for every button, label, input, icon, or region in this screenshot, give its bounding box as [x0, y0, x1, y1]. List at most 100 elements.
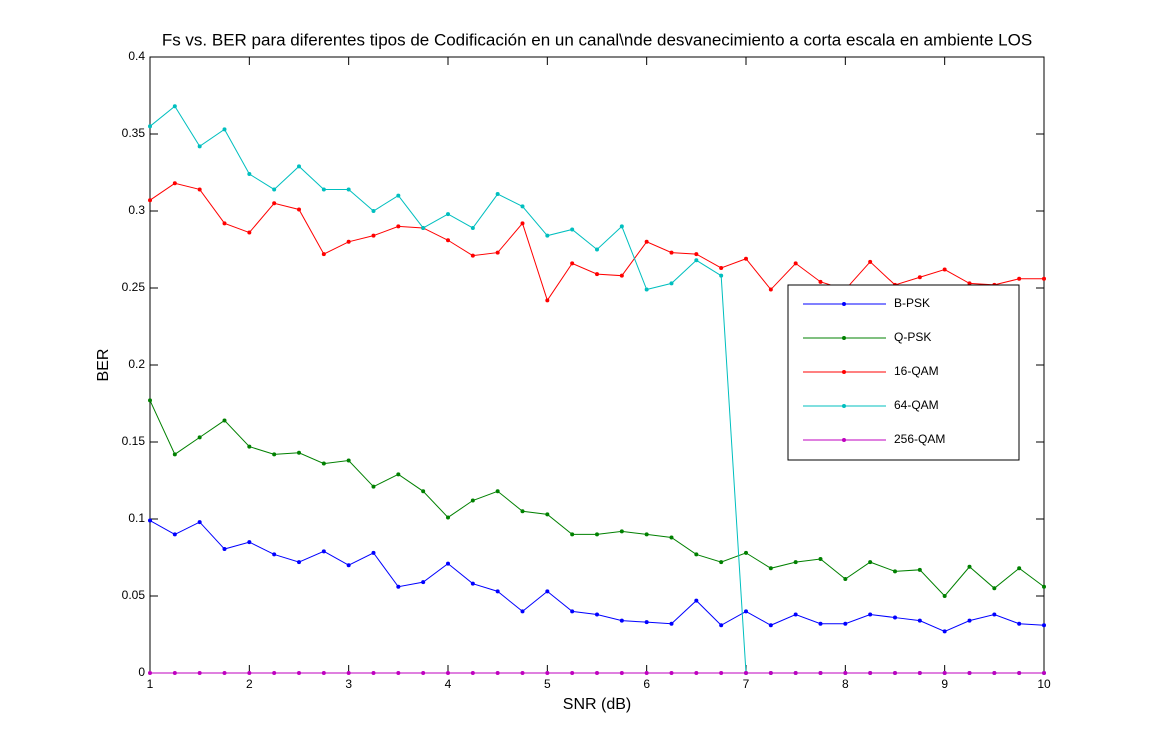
marker — [421, 671, 426, 675]
marker — [843, 577, 848, 582]
x-axis-label: SNR (dB) — [563, 696, 631, 713]
marker — [321, 671, 326, 675]
marker — [744, 671, 748, 675]
x-tick-label: 4 — [445, 677, 452, 691]
marker — [446, 515, 450, 520]
marker — [247, 671, 252, 675]
marker — [744, 256, 748, 261]
marker — [917, 618, 922, 623]
marker — [148, 518, 152, 523]
marker — [396, 472, 401, 477]
marker — [644, 287, 649, 292]
marker — [470, 253, 475, 258]
marker — [446, 238, 450, 243]
x-tick-label: 9 — [941, 677, 948, 691]
marker — [893, 671, 897, 675]
marker — [868, 612, 873, 617]
marker — [570, 227, 575, 232]
marker — [942, 671, 947, 675]
marker — [967, 281, 972, 286]
marker — [421, 580, 426, 585]
legend-label: 256-QAM — [894, 432, 945, 446]
marker — [371, 209, 376, 213]
marker — [619, 529, 624, 534]
marker — [247, 540, 252, 545]
marker — [421, 225, 426, 230]
marker — [172, 671, 177, 675]
marker — [446, 212, 450, 217]
marker — [247, 230, 252, 235]
marker — [644, 532, 649, 537]
marker — [793, 261, 798, 266]
legend-marker — [842, 336, 846, 340]
marker — [719, 273, 724, 278]
y-tick-label: 0.15 — [122, 434, 146, 448]
marker — [694, 671, 699, 675]
marker — [346, 187, 351, 192]
marker — [197, 671, 202, 675]
marker — [197, 520, 202, 525]
marker — [818, 557, 823, 562]
y-tick-label: 0.35 — [122, 126, 146, 140]
legend-marker — [842, 404, 846, 408]
marker — [371, 671, 376, 675]
marker — [719, 265, 724, 270]
marker — [371, 233, 376, 238]
marker — [843, 621, 848, 626]
marker — [222, 221, 227, 226]
marker — [172, 104, 177, 109]
y-tick-label: 0.25 — [122, 280, 146, 294]
legend-marker — [842, 370, 846, 374]
marker — [396, 584, 401, 589]
marker — [148, 398, 152, 403]
marker — [669, 621, 674, 626]
marker — [1042, 276, 1046, 281]
marker — [421, 489, 426, 494]
marker — [570, 609, 575, 614]
marker — [917, 671, 922, 675]
marker — [818, 621, 823, 626]
marker — [669, 250, 674, 255]
marker — [222, 127, 227, 132]
marker — [321, 187, 326, 192]
y-axis-label: BER — [95, 349, 112, 382]
marker — [470, 225, 475, 230]
marker — [247, 172, 252, 177]
marker — [297, 560, 301, 565]
marker — [495, 589, 500, 594]
marker — [768, 671, 773, 675]
x-tick-label: 8 — [842, 677, 849, 691]
chart-title: Fs vs. BER para diferentes tipos de Codi… — [162, 30, 1032, 49]
legend-marker — [842, 438, 846, 442]
marker — [669, 281, 674, 286]
marker — [197, 144, 202, 149]
marker — [495, 489, 500, 494]
marker — [297, 164, 301, 169]
y-tick-label: 0.1 — [128, 511, 145, 525]
x-tick-label: 1 — [147, 677, 154, 691]
marker — [619, 273, 624, 278]
marker — [520, 509, 525, 514]
marker — [545, 512, 550, 517]
marker — [396, 193, 401, 198]
marker — [321, 252, 326, 257]
marker — [1017, 566, 1022, 571]
marker — [1042, 623, 1046, 628]
marker — [992, 586, 997, 591]
marker — [967, 618, 972, 623]
marker — [793, 612, 798, 617]
marker — [570, 261, 575, 266]
y-tick-label: 0.2 — [128, 357, 145, 371]
marker — [371, 550, 376, 555]
marker — [595, 532, 599, 537]
marker — [818, 671, 823, 675]
marker — [172, 532, 177, 537]
marker — [371, 484, 376, 489]
marker — [595, 612, 599, 617]
marker — [272, 201, 277, 206]
legend-label: 16-QAM — [894, 364, 939, 378]
marker — [793, 560, 798, 565]
marker — [172, 452, 177, 457]
marker — [346, 239, 351, 244]
